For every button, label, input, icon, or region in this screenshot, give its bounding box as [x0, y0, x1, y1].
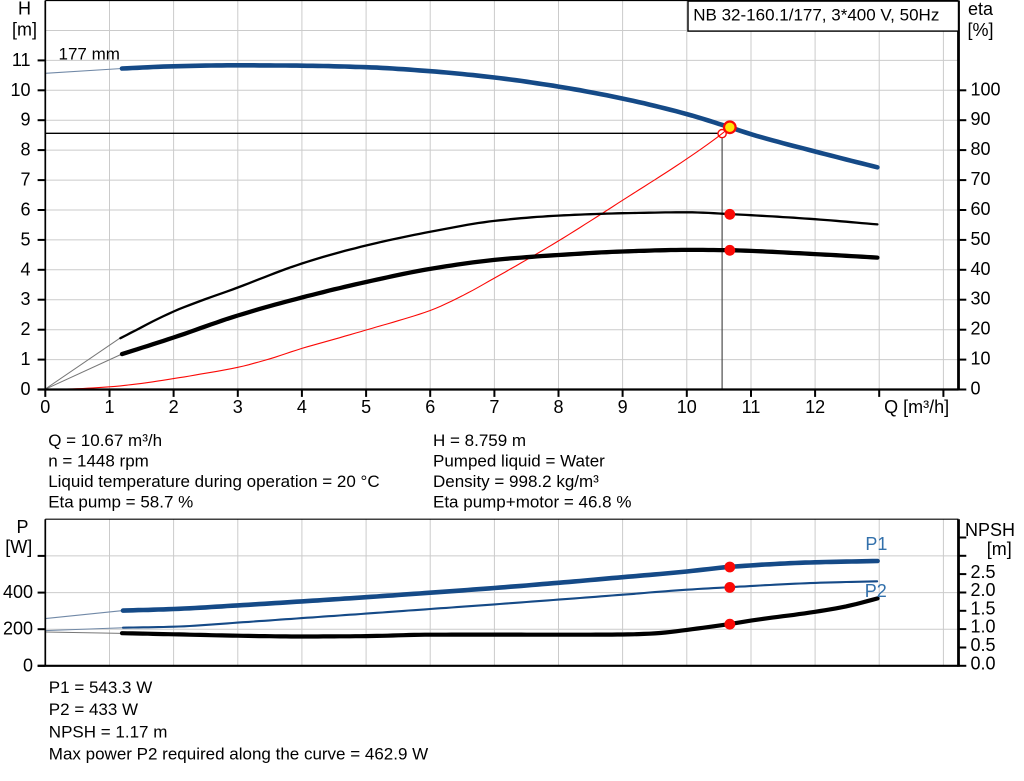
svg-text:0.0: 0.0 — [971, 653, 996, 673]
svg-text:11: 11 — [12, 50, 31, 70]
svg-text:11: 11 — [742, 397, 761, 417]
svg-text:[W]: [W] — [5, 537, 32, 557]
svg-text:2.5: 2.5 — [971, 562, 996, 582]
svg-text:20: 20 — [971, 319, 991, 339]
svg-text:NPSH = 1.17 m: NPSH = 1.17 m — [49, 722, 168, 741]
svg-text:0: 0 — [971, 379, 981, 399]
svg-text:6: 6 — [20, 200, 30, 220]
svg-text:3: 3 — [20, 289, 30, 309]
svg-text:200: 200 — [3, 619, 33, 639]
svg-text:P1: P1 — [865, 534, 887, 554]
svg-text:12: 12 — [805, 397, 825, 417]
svg-text:Q = 10.67 m³/h: Q = 10.67 m³/h — [48, 431, 162, 450]
svg-text:5: 5 — [20, 229, 30, 249]
svg-text:177 mm: 177 mm — [59, 44, 120, 63]
svg-text:2: 2 — [20, 319, 30, 339]
svg-text:0.5: 0.5 — [971, 635, 996, 655]
svg-text:Eta pump = 58.7 %: Eta pump = 58.7 % — [48, 493, 193, 512]
svg-text:9: 9 — [618, 397, 628, 417]
svg-text:P2 = 433 W: P2 = 433 W — [49, 700, 138, 719]
svg-text:0: 0 — [20, 379, 30, 399]
svg-text:6: 6 — [425, 397, 435, 417]
svg-text:P1 = 543.3 W: P1 = 543.3 W — [49, 678, 152, 697]
svg-text:Density = 998.2 kg/m³: Density = 998.2 kg/m³ — [433, 472, 599, 491]
svg-text:[m]: [m] — [987, 539, 1012, 559]
svg-text:Eta pump+motor = 46.8 %: Eta pump+motor = 46.8 % — [433, 493, 631, 512]
svg-text:Liquid temperature during oper: Liquid temperature during operation = 20… — [48, 472, 379, 491]
svg-text:0: 0 — [23, 655, 33, 675]
svg-text:2: 2 — [169, 397, 179, 417]
svg-text:10: 10 — [677, 397, 697, 417]
svg-text:[m]: [m] — [12, 19, 37, 39]
svg-text:n = 1448 rpm: n = 1448 rpm — [48, 452, 149, 471]
svg-text:H = 8.759 m: H = 8.759 m — [433, 431, 526, 450]
svg-text:3: 3 — [233, 397, 243, 417]
svg-text:Pumped liquid = Water: Pumped liquid = Water — [433, 452, 605, 471]
svg-text:90: 90 — [971, 109, 991, 129]
svg-text:70: 70 — [971, 169, 991, 189]
svg-text:1: 1 — [20, 349, 30, 369]
svg-text:30: 30 — [971, 289, 991, 309]
svg-text:P2: P2 — [865, 581, 887, 601]
svg-text:1.5: 1.5 — [971, 598, 996, 618]
svg-text:9: 9 — [20, 110, 30, 130]
svg-text:[%]: [%] — [967, 20, 993, 40]
svg-text:H: H — [18, 0, 31, 19]
svg-text:4: 4 — [297, 397, 307, 417]
svg-text:100: 100 — [971, 79, 1001, 99]
svg-text:60: 60 — [971, 199, 991, 219]
svg-text:7: 7 — [489, 397, 499, 417]
svg-text:1.0: 1.0 — [971, 617, 996, 637]
svg-text:80: 80 — [971, 139, 991, 159]
svg-text:5: 5 — [361, 397, 371, 417]
svg-text:50: 50 — [971, 229, 991, 249]
svg-text:40: 40 — [971, 259, 991, 279]
svg-text:eta: eta — [968, 0, 994, 19]
svg-text:NB 32-160.1/177, 3*400 V, 50Hz: NB 32-160.1/177, 3*400 V, 50Hz — [693, 5, 939, 24]
svg-text:0: 0 — [40, 397, 50, 417]
svg-text:Max power P2 required along th: Max power P2 required along the curve = … — [49, 744, 428, 763]
svg-text:2.0: 2.0 — [971, 580, 996, 600]
svg-text:7: 7 — [20, 170, 30, 190]
svg-text:P: P — [16, 517, 28, 537]
svg-text:8: 8 — [20, 140, 30, 160]
svg-text:4: 4 — [20, 259, 30, 279]
svg-text:NPSH: NPSH — [965, 520, 1015, 540]
svg-text:10: 10 — [10, 80, 30, 100]
svg-text:10: 10 — [971, 349, 991, 369]
svg-text:1: 1 — [104, 397, 114, 417]
svg-text:8: 8 — [553, 397, 563, 417]
svg-text:Q [m³/h]: Q [m³/h] — [884, 397, 949, 417]
svg-text:400: 400 — [3, 582, 33, 602]
